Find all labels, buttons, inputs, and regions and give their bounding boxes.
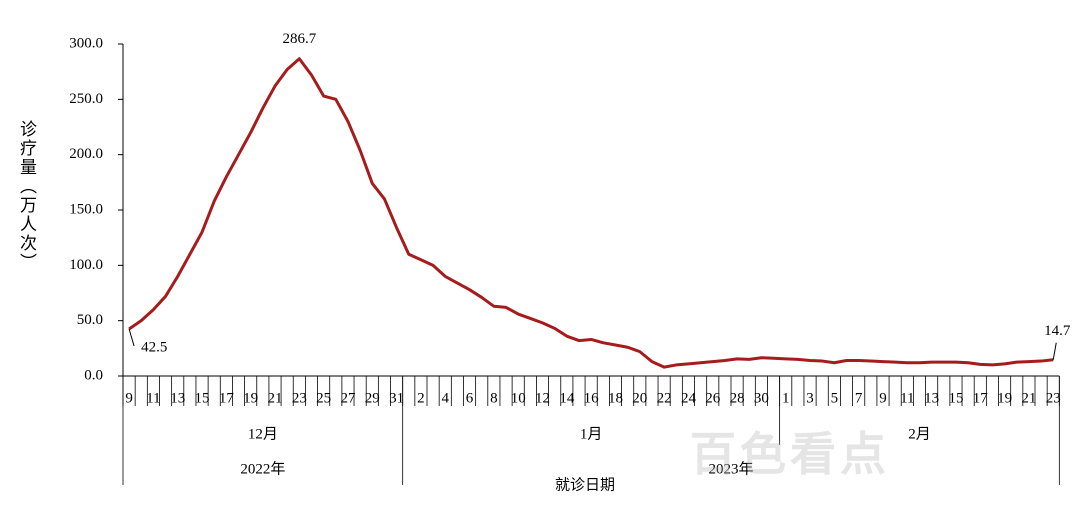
data-label: 286.7 — [282, 31, 316, 47]
x-tick-label: 18 — [608, 390, 623, 406]
x-tick-label: 2 — [417, 390, 425, 406]
x-tick-label: 6 — [466, 390, 474, 406]
x-tick-label: 9 — [125, 390, 133, 406]
x-tick-label: 25 — [316, 390, 331, 406]
data-label: 42.5 — [141, 339, 167, 355]
x-tick-label: 17 — [219, 390, 235, 406]
x-tick-label: 28 — [730, 390, 745, 406]
y-tick-label: 200.0 — [69, 146, 103, 162]
x-tick-label: 19 — [243, 390, 258, 406]
x-tick-label: 30 — [754, 390, 769, 406]
leader-line — [1052, 342, 1057, 360]
x-tick-label: 11 — [900, 390, 914, 406]
month-label: 2月 — [908, 426, 931, 442]
x-tick-label: 26 — [705, 390, 721, 406]
data-label: 14.7 — [1044, 323, 1071, 339]
x-tick-label: 12 — [535, 390, 550, 406]
x-tick-label: 13 — [170, 390, 185, 406]
month-label: 12月 — [248, 426, 278, 442]
x-tick-label: 19 — [997, 390, 1012, 406]
watermark: 百色看点 — [690, 427, 890, 481]
x-tick-label: 13 — [924, 390, 939, 406]
x-tick-label: 3 — [806, 390, 814, 406]
x-tick-label: 5 — [831, 390, 839, 406]
data-line — [128, 57, 1054, 369]
x-tick-label: 21 — [1021, 390, 1036, 406]
x-tick-label: 8 — [490, 390, 498, 406]
x-tick-label: 17 — [973, 390, 989, 406]
x-tick-label: 22 — [657, 390, 672, 406]
x-tick-label: 15 — [948, 390, 963, 406]
x-tick-label: 20 — [632, 390, 647, 406]
y-tick-label: 100.0 — [69, 257, 103, 273]
y-axis-title: 诊疗量（万人次） — [16, 120, 36, 272]
y-tick-label: 150.0 — [69, 201, 103, 217]
month-label: 1月 — [580, 426, 603, 442]
x-tick-label: 10 — [511, 390, 526, 406]
x-tick-label: 16 — [584, 390, 600, 406]
x-tick-label: 29 — [365, 390, 380, 406]
y-tick-label: 0.0 — [84, 367, 103, 383]
leader-line — [128, 328, 135, 347]
x-tick-label: 31 — [389, 390, 404, 406]
y-tick-label: 250.0 — [69, 91, 103, 107]
x-axis-title: 就诊日期 — [555, 476, 615, 493]
year-label: 2022年 — [240, 460, 285, 477]
x-tick-label: 7 — [855, 390, 863, 406]
x-tick-label: 23 — [292, 390, 307, 406]
y-tick-label: 300.0 — [69, 35, 103, 51]
y-tick-label: 50.0 — [77, 312, 103, 328]
x-tick-label: 24 — [681, 390, 697, 406]
x-tick-label: 11 — [146, 390, 160, 406]
x-tick-label: 1 — [782, 390, 790, 406]
x-tick-label: 14 — [559, 390, 575, 406]
x-tick-label: 4 — [441, 390, 449, 406]
x-tick-label: 23 — [1046, 390, 1061, 406]
year-label: 2023年 — [708, 460, 753, 477]
x-tick-label: 21 — [268, 390, 283, 406]
x-tick-label: 9 — [879, 390, 887, 406]
x-tick-label: 15 — [195, 390, 210, 406]
x-tick-label: 27 — [340, 390, 356, 406]
